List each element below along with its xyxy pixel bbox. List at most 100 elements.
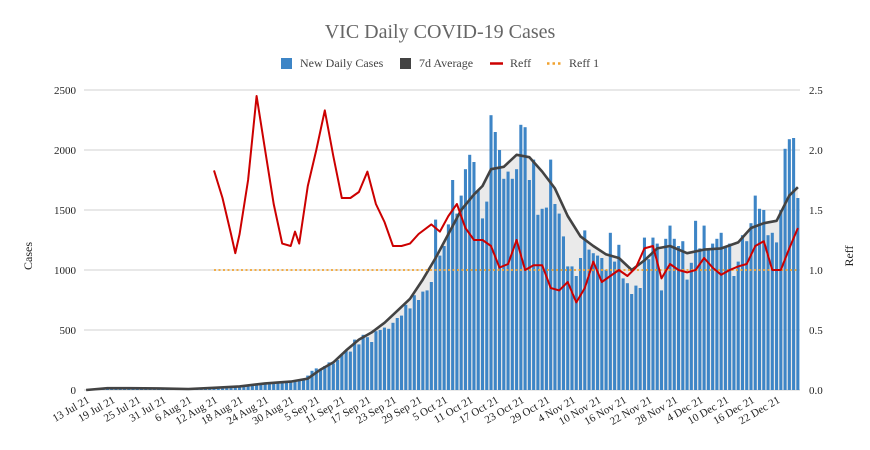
bar [685,279,689,390]
bar [361,334,365,390]
bar [293,381,297,390]
bar [711,243,715,390]
bar [642,237,646,390]
bar [634,285,638,390]
bar [434,219,438,390]
bar [421,291,425,390]
bar [105,389,109,390]
bar [263,383,267,390]
bar [378,330,382,390]
bar [357,344,361,390]
bar [395,318,399,390]
bar [681,241,685,390]
bar [246,385,250,390]
bar [787,139,791,390]
bar [544,207,548,390]
y-axis-left-ticks: 0 500 1000 1500 2000 2500 [54,85,77,397]
bar [532,159,536,390]
bar [323,366,327,390]
bar [762,210,766,390]
bar [638,288,642,390]
y-tick-label: 2500 [54,85,77,97]
y2-tick-label: 0.5 [809,325,823,337]
y2-tick-label: 1.5 [809,205,823,217]
bar [485,201,489,390]
bar [348,351,352,390]
bar [276,382,280,390]
bar [578,258,583,390]
bar [770,232,774,390]
bar [225,388,229,390]
bar [476,190,480,390]
bar [399,315,404,390]
legend-label-new-daily-cases: New Daily Cases [300,56,384,70]
bar [527,180,531,390]
bar [506,171,510,390]
bar [502,178,506,390]
bar [446,224,450,390]
bar [792,138,796,390]
bar [468,154,472,390]
bar [216,388,220,390]
bar [536,214,540,390]
bar [583,230,587,390]
bar [613,261,617,390]
bars [93,115,800,391]
bar [259,384,263,390]
bar [617,244,621,390]
bar [417,300,421,390]
bar [242,386,246,390]
bar [796,198,800,390]
bar [404,304,408,390]
bar [698,248,702,390]
bar [736,261,740,390]
bar [574,276,578,390]
bar [515,169,519,390]
bar [297,380,301,390]
bar [310,370,314,390]
y2-axis-title: Reff [842,245,856,266]
bar [587,249,591,390]
bar [715,238,719,390]
y-tick-label: 0 [71,385,77,397]
bar [749,223,753,390]
bar [463,169,467,390]
legend-label-7d-average: 7d Average [419,56,473,70]
bar [753,195,757,390]
bar [702,225,706,390]
bar [549,159,553,390]
bar [600,258,604,390]
bar [783,148,787,390]
legend-label-reff: Reff [510,56,531,70]
bar [689,262,693,390]
legend-swatch-7d-average [400,58,411,69]
bar [353,339,357,390]
bar [229,388,233,390]
bar [566,266,570,390]
bar [344,350,348,390]
y2-tick-label: 2.0 [809,145,823,157]
legend: New Daily Cases 7d Average Reff Reff 1 [281,56,599,70]
bar [280,381,284,390]
bar [370,342,374,390]
bar [655,243,659,390]
bar [387,328,391,390]
bar [451,180,455,390]
bar [668,225,672,390]
bar [412,295,416,390]
bar [340,354,344,390]
bar [608,232,612,390]
line-7d-average [85,153,799,392]
bar [233,387,237,390]
bar [540,208,544,390]
bar [664,238,668,390]
bar [498,150,502,390]
bar [255,384,259,390]
bar [301,379,306,390]
y2-tick-label: 2.5 [809,85,823,97]
bar [374,331,378,390]
bar [630,294,634,390]
bar [706,248,710,390]
